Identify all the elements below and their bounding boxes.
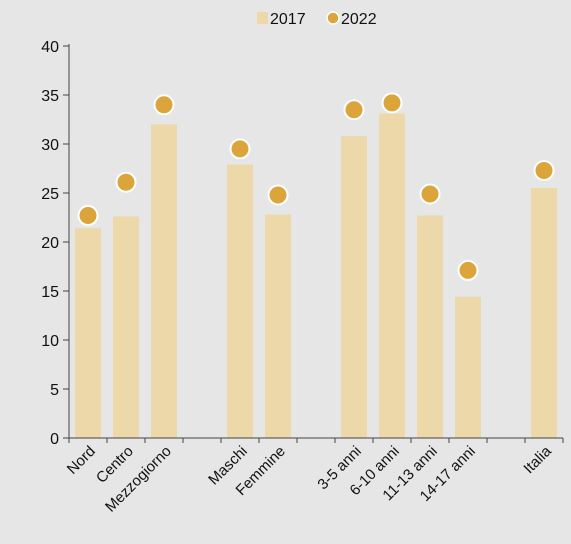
bar-2017-7 [341, 136, 367, 438]
y-tick-label-15: 15 [41, 284, 59, 301]
y-tick-label-20: 20 [41, 235, 59, 252]
y-tick-label-35: 35 [41, 88, 59, 105]
legend-swatch-2022 [326, 11, 340, 25]
bar-2017-1 [113, 216, 139, 438]
legend-label-2017: 2017 [270, 11, 306, 28]
legend: 2017 2022 [257, 11, 377, 28]
dot-2022-9 [419, 183, 441, 205]
y-tick-label-10: 10 [41, 333, 59, 350]
bar-2017-4 [227, 164, 253, 438]
x-tick-label-0: Nord [64, 443, 99, 478]
dot-2022-8 [381, 92, 403, 114]
bar-2017-12 [531, 188, 557, 438]
dot-2022-0 [77, 205, 99, 227]
bar-2017-10 [455, 296, 481, 438]
dot-2022-12 [533, 159, 555, 181]
dot-2022-1 [115, 171, 137, 193]
legend-swatch-2017 [257, 12, 268, 24]
y-tick-label-25: 25 [41, 186, 59, 203]
bar-2017-5 [265, 214, 291, 438]
y-tick-label-30: 30 [41, 137, 59, 154]
dot-2022-2 [153, 94, 175, 116]
dot-2022-5 [267, 184, 289, 206]
bar-2017-9 [417, 215, 443, 438]
bars-2017 [75, 113, 557, 439]
bar-2017-8 [379, 113, 405, 439]
y-tick-label-40: 40 [41, 39, 59, 56]
y-tick-label-0: 0 [50, 431, 59, 448]
dots-2022 [77, 92, 555, 281]
dot-2022-7 [343, 99, 365, 121]
y-tick-label-5: 5 [50, 382, 59, 399]
axes: 0 5 10 15 20 25 30 35 40 [41, 39, 564, 448]
x-tick-label-12: Italia [520, 442, 555, 477]
bar-2017-2 [151, 124, 177, 439]
dot-2022-4 [229, 138, 251, 160]
dot-2022-10 [457, 259, 479, 281]
bar-2017-0 [75, 228, 101, 438]
legend-label-2022: 2022 [341, 11, 377, 28]
